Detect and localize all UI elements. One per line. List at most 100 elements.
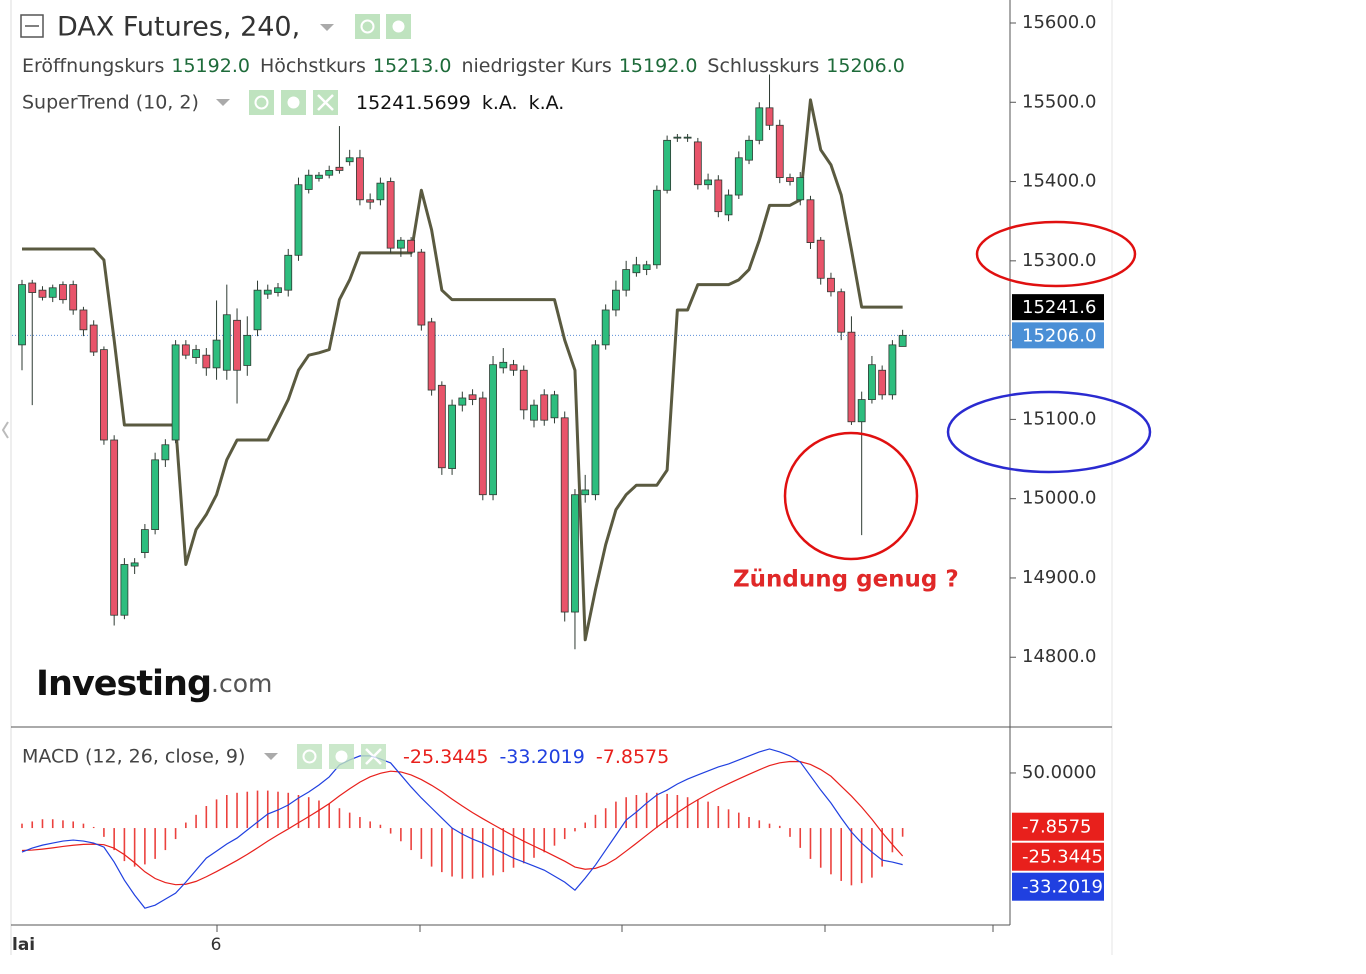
close-icon [365, 748, 382, 765]
candle-body [734, 157, 743, 196]
candle-body [345, 157, 354, 163]
candle-body [376, 182, 385, 201]
ohlc-label: niedrigster Kurs [461, 55, 611, 77]
gear-icon [287, 96, 300, 109]
candle-body [437, 384, 446, 469]
candle-body [591, 344, 600, 496]
price-panel: 15600.015500.015400.015300.015200.015100… [12, 12, 1104, 667]
candle-body [755, 107, 764, 141]
candle-body [489, 364, 497, 496]
candle-body [827, 277, 835, 293]
candle-body [530, 404, 538, 421]
annotation: Zündung genug ? [733, 567, 959, 593]
y-tick-label: 15400.0 [1022, 171, 1096, 192]
macd-title: MACD (12, 26, close, 9) [22, 746, 245, 768]
candle-body [89, 324, 98, 353]
candle-body [417, 251, 426, 326]
candle-body [151, 459, 160, 530]
candle-body [18, 284, 26, 346]
candle-body [601, 309, 610, 346]
candle-body [683, 136, 692, 139]
indicator-extra: k.A. [482, 92, 518, 114]
dropdown-arrow[interactable] [320, 24, 334, 31]
visibility-button[interactable] [249, 90, 274, 115]
price-marker-label: 15241.6 [1022, 297, 1096, 318]
candle-body [509, 364, 518, 371]
candle-body [714, 179, 723, 213]
candle-body [837, 291, 846, 333]
x-tick-label: 6 [211, 935, 222, 955]
candle-body [571, 494, 579, 613]
candle-body [878, 369, 887, 396]
candle-body [560, 417, 569, 613]
dropdown-arrow[interactable] [264, 753, 278, 760]
candle-body [478, 397, 487, 496]
macd-icons [297, 744, 386, 769]
candle-body [274, 287, 282, 293]
candle-body [386, 181, 395, 249]
y-tick-label: 14800.0 [1022, 646, 1096, 667]
visibility-button[interactable] [297, 744, 322, 769]
indicator-values: 15241.5699 k.A. k.A. [356, 92, 564, 114]
ohlc-value: 15192.0 [619, 55, 698, 77]
value-marker [1012, 842, 1104, 871]
eye-icon [360, 19, 375, 34]
price-marker [1012, 294, 1104, 321]
candle-body [120, 564, 129, 616]
ohlc-legend: Eröffnungskurs 15192.0 Höchstkurs 15213.0 ni… [22, 55, 905, 77]
candle-body [161, 444, 170, 461]
x-tick-label: lai [12, 935, 35, 955]
candle-body [550, 394, 559, 419]
candle-body [38, 289, 47, 298]
y-tick-label: 50.0000 [1022, 762, 1096, 783]
ohlc-label: Höchstkurs [260, 55, 366, 77]
candle-body [253, 289, 262, 331]
ohlc-label: Schlusskurs [707, 55, 819, 77]
candle-body [171, 344, 180, 441]
candle-body [48, 287, 57, 298]
ohlc-value: 15192.0 [171, 55, 250, 77]
supertrend-line [22, 98, 903, 642]
dropdown-arrow[interactable] [216, 99, 230, 106]
candle-body [448, 404, 456, 469]
macd-values: -25.3445 -33.2019 -7.8575 [403, 746, 669, 768]
candle-body [100, 349, 108, 441]
candle-body [192, 349, 200, 358]
candle-body [315, 174, 323, 179]
candle-body [366, 199, 375, 203]
candle-body [868, 364, 876, 400]
candle-body [79, 309, 88, 331]
logo-suffix: .com [211, 669, 272, 698]
scroll-arrow[interactable] [1, 421, 9, 439]
candle-body [110, 439, 119, 616]
candle-body [786, 177, 794, 182]
indicator-icons [249, 90, 338, 115]
candle-body [284, 254, 293, 291]
candle-body [396, 239, 405, 249]
collapse-button[interactable] [20, 14, 44, 38]
close-icon [317, 94, 334, 111]
macd-line [21, 760, 904, 886]
visibility-button[interactable] [355, 14, 380, 39]
value-marker [1012, 812, 1104, 841]
value-marker-label: -33.2019 [1022, 877, 1103, 898]
gear-icon [392, 20, 405, 33]
candle-body [458, 397, 467, 406]
gear-icon [335, 750, 348, 763]
candle-body [407, 239, 416, 253]
macd-value: -33.2019 [499, 746, 584, 768]
candle-body [499, 361, 508, 369]
macd-line [21, 748, 903, 909]
candle-body [724, 194, 733, 216]
value-marker-label: -7.8575 [1022, 817, 1091, 838]
macd-panel: 50.0000 -7.8575 -25.3445 -33.2019 [21, 748, 1104, 909]
ohlc-value: 15213.0 [373, 55, 452, 77]
logo-word: Investing [36, 664, 211, 704]
price-marker-label: 15206.0 [1022, 325, 1096, 346]
indicator-value: 15241.5699 [356, 92, 471, 114]
eye-icon [302, 749, 317, 764]
candle-body [427, 321, 436, 391]
